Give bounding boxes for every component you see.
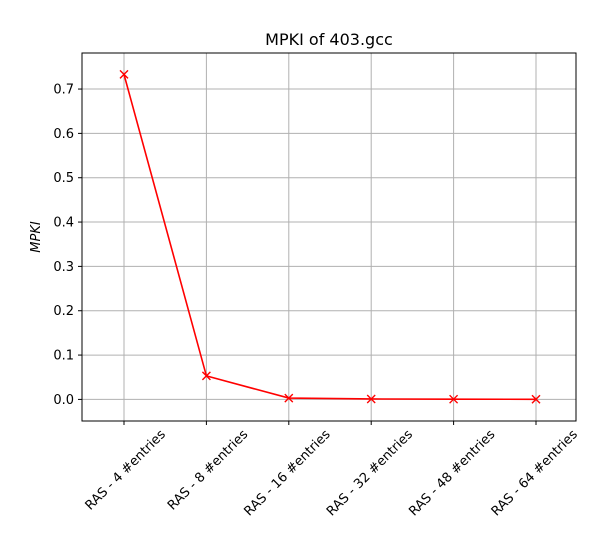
data-point xyxy=(531,394,541,404)
data-point xyxy=(201,371,211,381)
data-point xyxy=(119,69,129,79)
x-tick-label: RAS - 64 #entries xyxy=(489,427,581,519)
y-tick-label: 0.6 xyxy=(53,127,74,142)
series-layer xyxy=(119,69,541,404)
data-point xyxy=(449,394,459,404)
chart-title: MPKI of 403.gcc xyxy=(265,30,393,49)
x-tick-label: RAS - 32 #entries xyxy=(324,427,416,519)
grid xyxy=(82,53,576,421)
y-tick-label: 0.2 xyxy=(53,304,74,319)
y-tick-label: 0.3 xyxy=(53,260,74,275)
plot-area-frame xyxy=(81,52,577,422)
x-tick-label: RAS - 48 #entries xyxy=(406,427,498,519)
x-tick-label: RAS - 16 #entries xyxy=(242,427,334,519)
y-tick-label: 0.7 xyxy=(53,83,74,98)
y-tick-label: 0.5 xyxy=(53,171,74,186)
x-tick-label: RAS - 4 #entries xyxy=(83,427,169,513)
data-point xyxy=(366,394,376,404)
y-tick-label: 0.4 xyxy=(53,216,74,231)
x-tick-label: RAS - 8 #entries xyxy=(165,427,251,513)
data-point xyxy=(284,393,294,403)
y-axis-label: MPKI xyxy=(29,221,44,253)
series-line xyxy=(123,74,537,401)
y-tick-label: 0.0 xyxy=(53,393,74,408)
y-tick-label: 0.1 xyxy=(53,349,74,364)
